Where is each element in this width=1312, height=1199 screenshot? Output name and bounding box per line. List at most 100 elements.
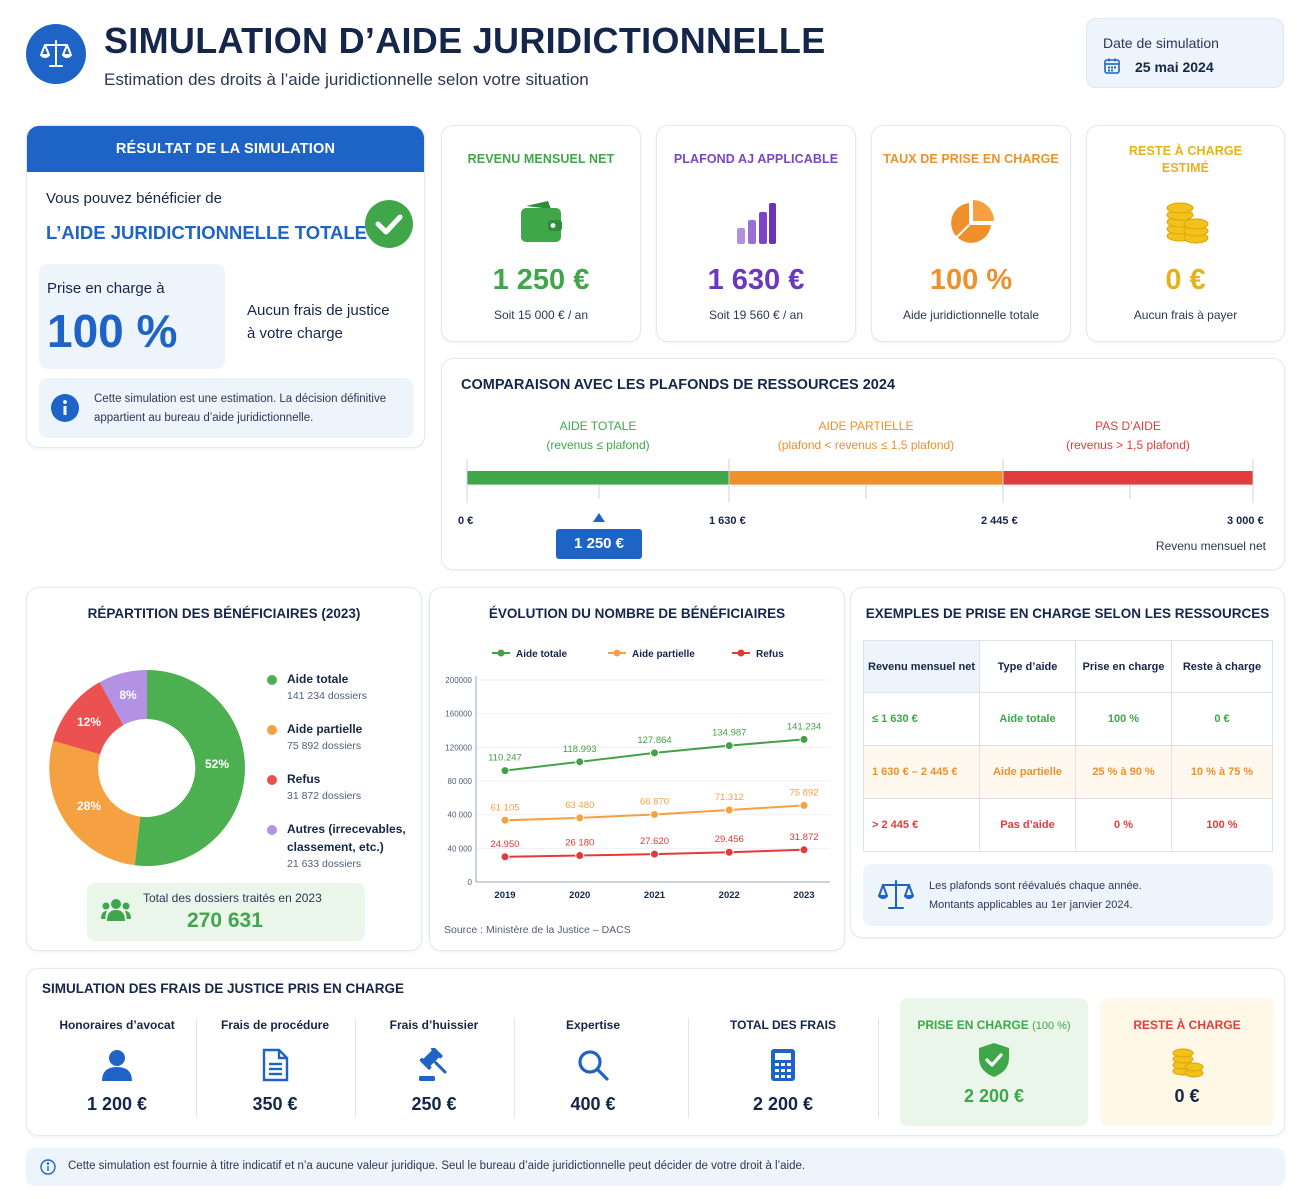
donut-chart: 52% 28% 12% 8% [49,670,245,866]
examples-card: EXEMPLES DE PRISE EN CHARGE SELON LES RE… [850,587,1285,938]
examples-note-line1: Les plafonds sont réévalués chaque année… [929,880,1142,892]
tick-3000: 3 000 € [1227,515,1264,527]
footer-text: Cette simulation est fournie à titre ind… [68,1160,806,1172]
fee-value: 2 200 € [752,1094,814,1114]
legend-label: Aide partielle [632,649,695,660]
kpi-card-revenu: REVENU MENSUEL NET 1 250 € Soit 15 000 €… [441,125,641,342]
x-tick-label: 2020 [569,890,590,901]
donut-label-52: 52% [205,757,229,771]
no-fees-line2: à votre charge [247,325,343,342]
examples-table: Revenu mensuel net Type d’aide Prise en … [863,640,1273,852]
zone-cond: (plafond < revenus ≤ 1,5 plafond) [777,438,955,452]
total-value: 270 631 [187,909,263,932]
covered-label-row: PRISE EN CHARGE (100 %) [900,1018,1088,1032]
fee-avocat: Honoraires d’avocat 1 200 € [42,1018,192,1115]
calendar-icon [1104,58,1120,74]
y-tick-label: 160000 [445,710,472,719]
divider [878,1018,879,1118]
kpi-value: 1 250 € [492,264,590,296]
table-header: Prise en charge [1075,640,1172,693]
data-label: 127.864 [637,735,671,746]
legend-autres: Autres (irrecevables, classement, etc.) … [267,822,406,870]
calculator-icon [766,1048,800,1082]
comparison-title: COMPARAISON AVEC LES PLAFONDS DE RESSOUR… [461,377,896,393]
fee-expertise: Expertise 400 € [518,1018,668,1115]
divider [688,1018,689,1118]
pie-chart-icon [947,199,995,252]
fee-value: 250 € [411,1094,457,1114]
kpi-value: 0 € [1165,264,1206,296]
kpi-sub: Aucun frais à payer [1133,308,1238,322]
line-chart: 0 40 000 40 000 80 000 120000 160000 200000 201… [445,649,830,901]
legend-refus: Refus 31 872 dossiers [267,772,361,802]
fees-title: SIMULATION DES FRAIS DE JUSTICE PRIS EN … [42,981,405,996]
x-tick-label: 2019 [494,890,515,901]
date-value: 25 mai 2024 [1135,59,1214,75]
bar-chart-icon [736,202,776,249]
fee-value: 1 200 € [86,1094,148,1114]
legend-detail: 21 633 dossiers [287,858,362,870]
chart-source: Source : Ministère de la Justice – DACS [444,924,631,936]
table-cell: 0 € [1171,692,1273,746]
remaining-label: RESTE À CHARGE [1133,1018,1241,1032]
covered-label: PRISE EN CHARGE [917,1018,1029,1032]
y-tick-label: 40 000 [448,811,473,820]
data-point [500,766,510,776]
total-box: Total des dossiers traités en 2023 270 6… [87,883,365,941]
legend-label: Aide partielle [287,722,363,736]
info-icon [40,1159,56,1180]
data-label: 29.456 [715,834,744,845]
data-point [724,847,734,857]
kpi-title: REVENU MENSUEL NET [467,152,615,166]
zone-cond: (revenus ≤ plafond) [546,438,650,452]
fee-huissier: Frais d’huissier 250 € [359,1018,509,1115]
zone-none-bar [1003,471,1253,485]
data-point [650,809,659,819]
legend-marker [613,649,621,657]
zone-name: AIDE PARTIELLE [818,419,914,433]
donut-label-12: 12% [77,715,101,729]
legend-aide-totale: Aide totale 141 234 dossiers [267,672,367,702]
legend-marker [737,649,745,657]
data-point [575,851,585,861]
user-icon [100,1048,134,1082]
kpi-value: 1 630 € [707,264,805,296]
table-cell: 1 630 € – 2 445 € [863,745,980,799]
fee-name: Honoraires d’avocat [59,1018,175,1032]
covered-pct: (100 %) [1032,1020,1071,1032]
result-intro: Vous pouvez bénéficier de [46,190,222,207]
data-point [575,813,585,823]
data-point [650,748,659,758]
check-circle-icon [364,199,414,254]
result-note: Cette simulation est une estimation. La … [39,378,413,438]
zone-name: PAS D’AIDE [1095,419,1161,433]
legend-label: Refus [756,649,784,660]
data-point [724,805,734,815]
fee-name: TOTAL DES FRAIS [729,1018,836,1032]
legend-dot [267,725,277,735]
table-row: > 2 445 € Pas d’aide 0 % 100 % [863,798,1273,852]
data-label: 141.234 [787,721,821,732]
y-tick-label: 40 000 [448,844,473,853]
covered-value: 2 200 € [963,1086,1025,1106]
data-point [575,757,585,767]
search-icon [576,1048,610,1082]
legend-dot [267,775,277,785]
footer-note: Cette simulation est fournie à titre ind… [26,1148,1285,1186]
kpi-title: PLAFOND AJ APPLICABLE [673,152,839,166]
fee-procedure: Frais de procédure 350 € [200,1018,350,1115]
zone-partial-bar [729,471,1003,485]
income-marker-arrow [593,513,605,522]
divider [514,1018,515,1118]
axis-caption: Revenu mensuel net [1155,539,1266,553]
legend-label: Refus [287,772,321,786]
wallet-icon [518,200,564,249]
remaining-box: RESTE À CHARGE 0 € [1100,998,1274,1126]
table-cell: Aide totale [979,692,1076,746]
comparison-card: COMPARAISON AVEC LES PLAFONDS DE RESSOUR… [441,358,1285,570]
coins-icon [1170,1042,1204,1078]
kpi-sub: Soit 15 000 € / an [493,308,589,322]
y-tick-label: 200000 [445,676,472,685]
kpi-title-line1: RESTE À CHARGE [1128,144,1243,158]
data-label: 27.620 [640,836,669,847]
